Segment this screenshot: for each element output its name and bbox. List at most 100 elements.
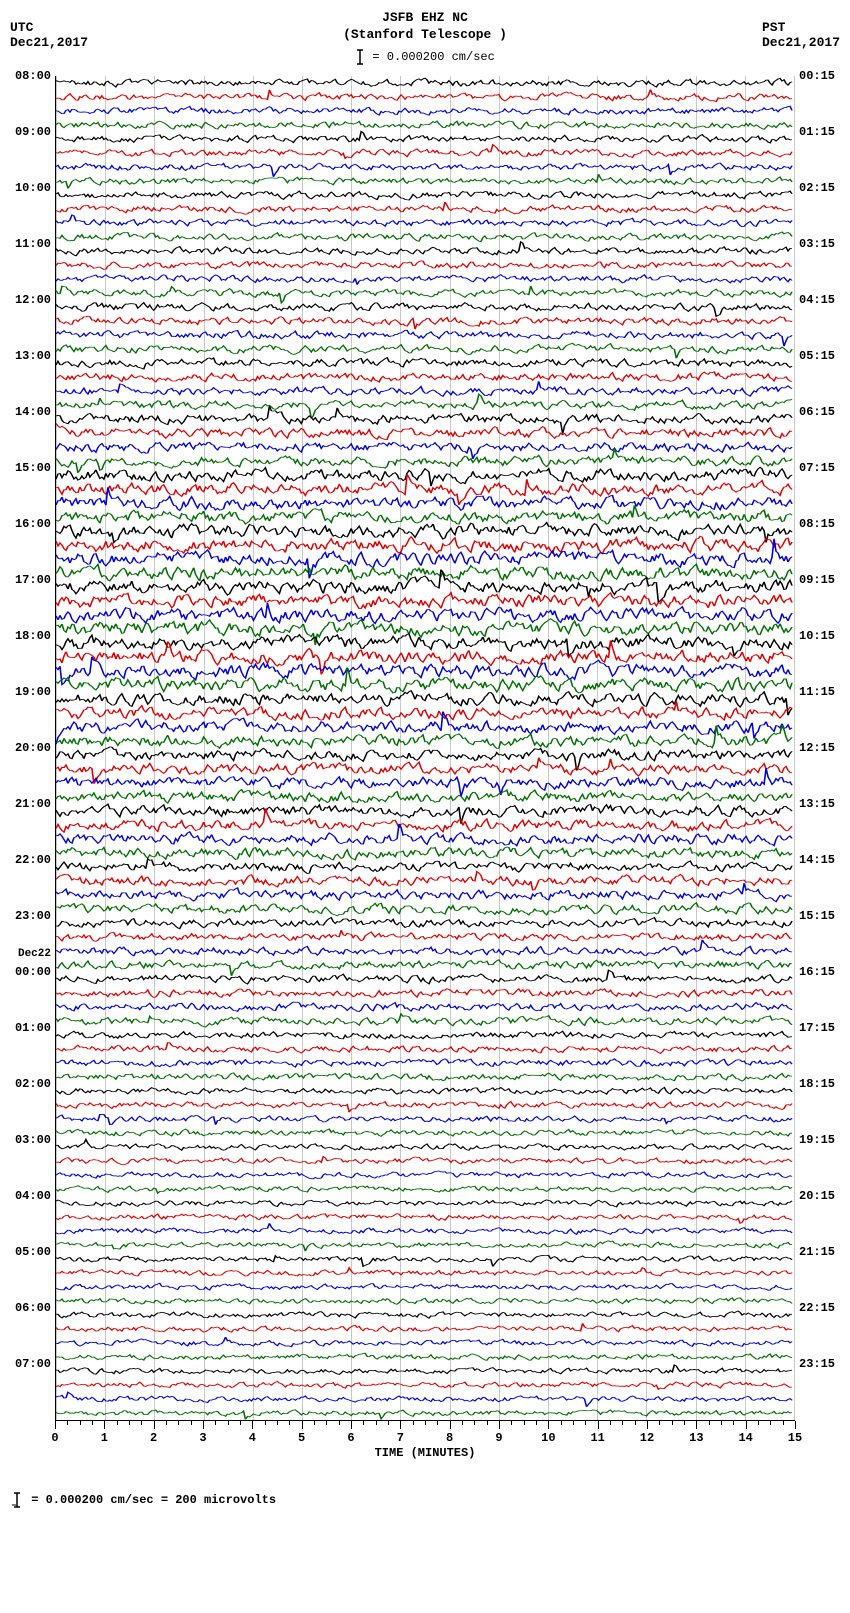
scale-bar-icon <box>355 48 365 66</box>
pst-time-label: 01:15 <box>795 125 840 139</box>
utc-time-label: 20:00 <box>10 741 55 755</box>
x-tick <box>55 1421 56 1429</box>
date-left: Dec21,2017 <box>10 35 88 50</box>
pst-time-label: 15:15 <box>795 909 840 923</box>
x-tick <box>746 1421 747 1429</box>
x-tick-minor <box>622 1421 623 1425</box>
pst-time-label: 21:15 <box>795 1245 840 1259</box>
x-tick-label: 1 <box>101 1431 108 1445</box>
pst-time-label: 08:15 <box>795 517 840 531</box>
x-tick-minor <box>573 1421 574 1425</box>
header-right: PST Dec21,2017 <box>762 20 840 50</box>
x-tick-minor <box>178 1421 179 1425</box>
x-tick-minor <box>783 1421 784 1425</box>
x-tick <box>795 1421 796 1429</box>
helicorder-plot: 08:0009:0010:0011:0012:0013:0014:0015:00… <box>10 76 840 1421</box>
x-tick-minor <box>413 1421 414 1425</box>
x-tick-label: 9 <box>495 1431 502 1445</box>
x-tick-minor <box>437 1421 438 1425</box>
x-tick <box>400 1421 401 1429</box>
pst-time-label: 02:15 <box>795 181 840 195</box>
pst-time-label: 12:15 <box>795 741 840 755</box>
utc-time-label: 12:00 <box>10 293 55 307</box>
x-tick <box>203 1421 204 1429</box>
x-tick <box>351 1421 352 1429</box>
pst-time-label: 23:15 <box>795 1357 840 1371</box>
x-tick <box>302 1421 303 1429</box>
utc-time-label: 09:00 <box>10 125 55 139</box>
x-tick-minor <box>770 1421 771 1425</box>
tz-left: UTC <box>10 20 88 35</box>
utc-time-label: 19:00 <box>10 685 55 699</box>
x-tick-minor <box>487 1421 488 1425</box>
x-tick-minor <box>314 1421 315 1425</box>
x-tick-label: 12 <box>640 1431 654 1445</box>
x-tick-minor <box>733 1421 734 1425</box>
pst-time-label: 04:15 <box>795 293 840 307</box>
x-tick-minor <box>67 1421 68 1425</box>
x-tick-minor <box>80 1421 81 1425</box>
x-tick-minor <box>425 1421 426 1425</box>
x-tick-label: 11 <box>590 1431 604 1445</box>
pst-time-label: 11:15 <box>795 685 840 699</box>
x-tick-minor <box>672 1421 673 1425</box>
utc-time-label: 04:00 <box>10 1189 55 1203</box>
utc-time-label: 18:00 <box>10 629 55 643</box>
station-location: (Stanford Telescope ) <box>10 27 840 44</box>
footer-scale: = 0.000200 cm/sec = 200 microvolts <box>10 1491 840 1509</box>
x-tick-label: 7 <box>397 1431 404 1445</box>
x-tick <box>252 1421 253 1429</box>
x-tick-minor <box>758 1421 759 1425</box>
utc-time-label: 08:00 <box>10 69 55 83</box>
x-tick-minor <box>228 1421 229 1425</box>
scale-indicator: = 0.000200 cm/sec <box>10 48 840 66</box>
x-tick-minor <box>141 1421 142 1425</box>
x-tick <box>598 1421 599 1429</box>
pst-time-label: 05:15 <box>795 349 840 363</box>
pst-time-label: 20:15 <box>795 1189 840 1203</box>
utc-time-label: 02:00 <box>10 1077 55 1091</box>
x-tick-label: 13 <box>689 1431 703 1445</box>
x-tick-minor <box>117 1421 118 1425</box>
pst-time-label: 19:15 <box>795 1133 840 1147</box>
tz-right: PST <box>762 20 840 35</box>
x-axis: TIME (MINUTES) 0123456789101112131415 <box>55 1421 795 1461</box>
x-tick-minor <box>277 1421 278 1425</box>
x-tick-label: 14 <box>738 1431 752 1445</box>
utc-time-label: 23:00 <box>10 909 55 923</box>
x-tick-minor <box>191 1421 192 1425</box>
x-tick-label: 10 <box>541 1431 555 1445</box>
x-tick <box>696 1421 697 1429</box>
utc-time-label: 21:00 <box>10 797 55 811</box>
seismogram-container: UTC Dec21,2017 PST Dec21,2017 JSFB EHZ N… <box>10 10 840 1509</box>
plot-area <box>55 76 795 1421</box>
utc-time-label: 13:00 <box>10 349 55 363</box>
footer-scale-icon <box>10 1491 24 1509</box>
utc-time-label: Dec22 <box>10 948 55 960</box>
x-tick-minor <box>388 1421 389 1425</box>
x-tick-minor <box>129 1421 130 1425</box>
utc-time-label: 03:00 <box>10 1133 55 1147</box>
x-tick-label: 4 <box>249 1431 256 1445</box>
scale-text: = 0.000200 cm/sec <box>372 50 494 64</box>
utc-time-label: 11:00 <box>10 237 55 251</box>
x-tick-label: 5 <box>298 1431 305 1445</box>
x-tick-minor <box>265 1421 266 1425</box>
x-tick-minor <box>240 1421 241 1425</box>
x-tick-minor <box>635 1421 636 1425</box>
x-tick-minor <box>376 1421 377 1425</box>
pst-time-label: 03:15 <box>795 237 840 251</box>
x-tick <box>647 1421 648 1429</box>
x-tick-minor <box>166 1421 167 1425</box>
utc-time-label: 05:00 <box>10 1245 55 1259</box>
x-tick-minor <box>462 1421 463 1425</box>
x-tick-minor <box>363 1421 364 1425</box>
utc-time-label: 22:00 <box>10 853 55 867</box>
x-tick <box>154 1421 155 1429</box>
x-tick-minor <box>610 1421 611 1425</box>
station-code: JSFB EHZ NC <box>10 10 840 27</box>
utc-time-label: 16:00 <box>10 517 55 531</box>
x-tick <box>548 1421 549 1429</box>
pst-time-label: 09:15 <box>795 573 840 587</box>
pst-time-label: 14:15 <box>795 853 840 867</box>
